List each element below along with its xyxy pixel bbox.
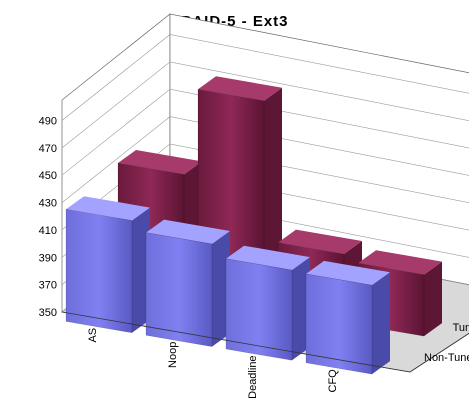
y-tick-label: 450 — [39, 170, 57, 182]
bar-top-face — [146, 219, 230, 244]
chart-bars — [65, 76, 442, 375]
y-tick-label: 370 — [39, 280, 57, 292]
bar-side-face — [292, 257, 310, 361]
gridline-470 — [61, 61, 469, 149]
y-tick-label: 390 — [39, 252, 57, 264]
y-tick-label: 490 — [39, 116, 57, 128]
bar-top-face — [226, 245, 310, 271]
x-axis-line — [61, 311, 411, 373]
depth-axis-line — [409, 332, 469, 373]
bar-non-tuned-noop — [145, 219, 230, 347]
gridline-430 — [61, 116, 469, 203]
bar-front-face — [65, 208, 133, 334]
series-label: Tuned — [453, 322, 469, 334]
bar-top-face — [278, 229, 362, 254]
bar-side-face — [424, 261, 442, 337]
bar-top-face — [198, 76, 282, 101]
y-tick-label: 470 — [39, 143, 57, 155]
chart-labels: 350 370 390 410 430 450 470 490 AS Noop Deadline CF… — [39, 116, 469, 399]
bar-non-tuned-as — [65, 196, 150, 334]
bar-non-tuned-cfq — [305, 260, 390, 375]
bar-side-face — [212, 231, 230, 347]
bar-top-face — [66, 196, 150, 221]
bar-top-face — [306, 260, 390, 286]
y-tick-label: 430 — [39, 198, 57, 210]
bar-front-face — [225, 258, 293, 361]
bar-front-face — [145, 232, 213, 347]
gridline-490 — [61, 34, 469, 121]
x-tick-label: AS — [87, 328, 99, 343]
gridline-450 — [61, 88, 469, 176]
x-tick-label: Deadline — [247, 355, 259, 398]
series-label: Non-Tuned — [424, 352, 469, 364]
chart-axes — [61, 311, 469, 373]
bar-top-face — [358, 250, 442, 275]
x-tick-label: CFQ — [327, 369, 339, 393]
bar-side-face — [132, 207, 150, 333]
bar-front-face — [305, 273, 373, 375]
bar-top-face — [118, 150, 202, 175]
y-tick-label: 410 — [39, 225, 57, 237]
y-tick-label: 350 — [39, 307, 57, 319]
bar-side-face — [372, 272, 390, 375]
bar-non-tuned-deadline — [225, 245, 310, 361]
x-tick-label: Noop — [167, 342, 179, 368]
